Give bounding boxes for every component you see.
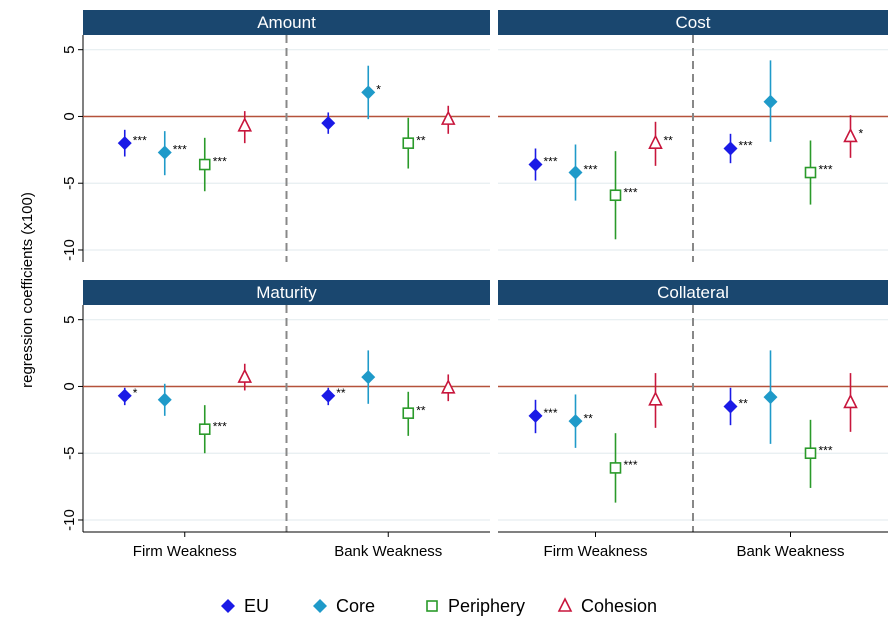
point	[648, 391, 663, 406]
significance-label: ***	[584, 163, 598, 177]
point	[117, 388, 132, 403]
point	[528, 408, 543, 423]
significance-label: **	[336, 386, 346, 400]
significance-label: **	[664, 133, 674, 147]
y-axis-label: regression coefficients (x100)	[19, 192, 36, 388]
significance-label: ***	[133, 133, 147, 147]
significance-label: ***	[544, 406, 558, 420]
significance-label: ***	[739, 139, 753, 153]
point	[763, 390, 778, 405]
significance-label: *	[376, 83, 381, 97]
point	[402, 407, 415, 419]
point	[804, 447, 817, 460]
point	[426, 600, 438, 612]
y-tick-label: 0	[61, 112, 78, 120]
panel-title: Amount	[257, 13, 316, 32]
x-tick-label: Firm Weakness	[133, 543, 237, 560]
point	[157, 145, 172, 160]
x-tick-label: Firm Weakness	[544, 543, 648, 560]
point	[723, 399, 738, 414]
significance-label: **	[584, 411, 594, 425]
point	[221, 599, 235, 613]
y-tick-label: -10	[61, 509, 78, 531]
point	[528, 157, 543, 172]
panel-title-bar	[83, 10, 490, 35]
panel-title-bar	[498, 280, 888, 305]
point	[117, 136, 132, 151]
point	[198, 158, 211, 171]
panel-title: Cost	[676, 13, 711, 32]
panel-title-bar	[498, 10, 888, 35]
panel-title: Collateral	[657, 283, 729, 302]
y-tick-label: -10	[61, 239, 78, 261]
significance-label: **	[739, 397, 749, 411]
point	[440, 378, 456, 394]
legend-label: Cohesion	[581, 596, 657, 616]
significance-label: ***	[173, 143, 187, 157]
significance-label: ***	[819, 163, 833, 177]
y-tick-label: 5	[61, 46, 78, 54]
point	[440, 110, 456, 125]
point	[568, 165, 583, 180]
point	[804, 166, 817, 179]
y-tick-label: -5	[61, 447, 78, 460]
point	[198, 423, 211, 435]
panel-title-bar	[83, 280, 490, 305]
significance-label: *	[859, 127, 864, 141]
point	[568, 414, 583, 429]
legend-label: Periphery	[448, 596, 525, 616]
legend-label: EU	[244, 596, 269, 616]
point	[609, 189, 622, 202]
point	[361, 85, 376, 100]
significance-label: ***	[624, 185, 638, 199]
significance-label: ***	[544, 155, 558, 169]
significance-label: ***	[213, 419, 227, 433]
legend-label: Core	[336, 596, 375, 616]
panel-title: Maturity	[256, 283, 317, 302]
y-tick-label: 5	[61, 316, 78, 324]
point	[763, 94, 778, 109]
point	[321, 388, 336, 403]
point	[843, 393, 858, 409]
point	[237, 117, 253, 132]
significance-label: **	[416, 403, 426, 417]
point	[723, 141, 738, 156]
point	[321, 116, 336, 131]
x-tick-label: Bank Weakness	[736, 543, 844, 560]
x-tick-label: Bank Weakness	[334, 543, 442, 560]
point	[843, 127, 858, 143]
y-tick-label: -5	[61, 177, 78, 190]
point	[402, 137, 415, 149]
point	[313, 599, 327, 613]
point	[648, 134, 663, 149]
significance-label: ***	[819, 443, 833, 457]
point	[609, 462, 622, 474]
significance-label: *	[133, 386, 138, 400]
point	[361, 370, 376, 385]
point	[237, 368, 253, 383]
significance-label: ***	[624, 458, 638, 472]
point	[557, 597, 573, 612]
point	[157, 392, 172, 407]
significance-label: ***	[213, 155, 227, 169]
significance-label: **	[416, 133, 426, 147]
y-tick-label: 0	[61, 382, 78, 390]
